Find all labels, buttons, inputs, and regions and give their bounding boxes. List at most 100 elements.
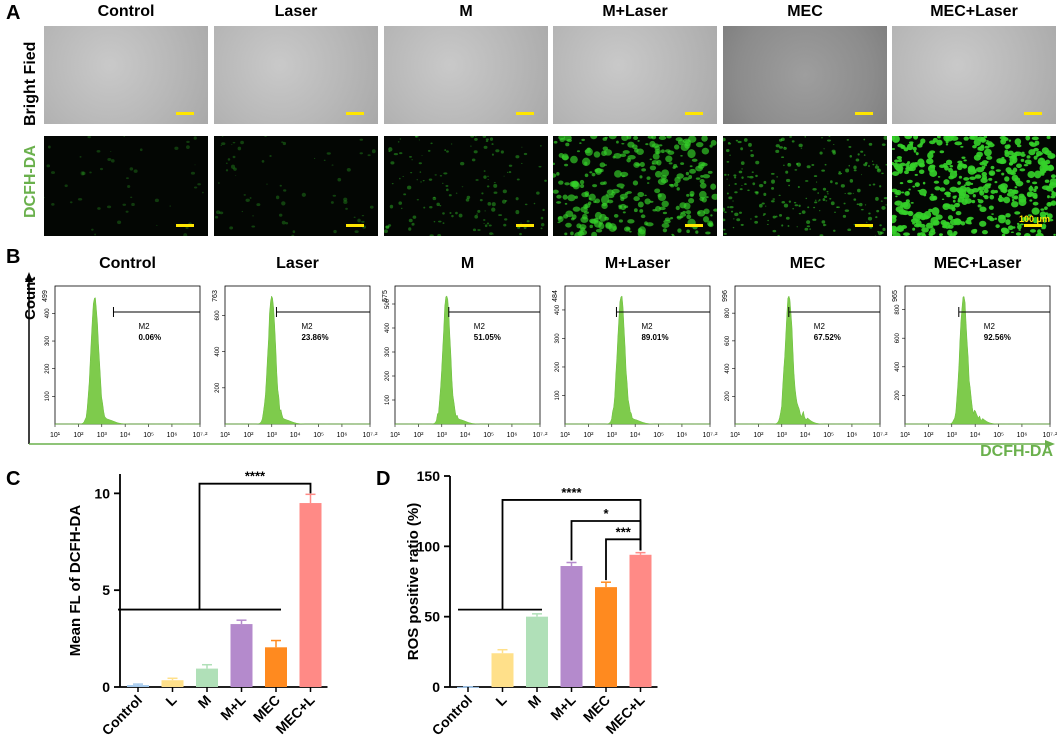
bar [265,647,287,687]
cell-dot [754,220,759,224]
cell-dot [1032,192,1038,199]
cell-dot [416,179,419,181]
y-max-label: 965 [892,290,899,302]
cell-dot [677,228,682,233]
cell-dot [1039,211,1047,218]
cell-dot [1035,232,1044,236]
cell-dot [960,145,964,148]
x-tick-label: 10⁴ [970,432,981,439]
cell-dot [627,155,636,160]
bright-field-image [553,26,717,124]
cell-dot [1031,181,1038,185]
cell-dot [919,223,926,228]
x-tick-label: L [492,691,510,709]
cell-dot [775,149,780,154]
cell-dot [291,234,295,236]
cell-dot [520,222,522,224]
y-tick-label: 200 [725,391,731,402]
y-tick-label: 50 [424,609,440,625]
cell-dot [448,194,452,197]
cell-dot [472,228,477,232]
cell-dot [767,219,769,222]
cell-dot [589,224,593,229]
significance-marker: * [603,506,609,521]
cell-dot [723,218,726,222]
cell-dot [801,210,806,214]
cell-dot [863,138,866,141]
cell-dot [515,197,519,201]
cell-dot [503,223,507,227]
cell-dot [673,144,680,150]
y-max-label: 763 [212,290,219,302]
cell-dot [131,202,135,207]
cell-dot [885,204,887,206]
cell-dot [408,156,412,158]
cell-dot [848,146,852,148]
x-tick-label: 10⁴ [290,432,301,439]
cell-dot [504,200,508,202]
x-tick-label: 10⁵ [653,432,664,439]
cell-dot [983,188,989,194]
cell-dot [1044,206,1048,210]
cell-dot [750,218,752,220]
cell-dot [961,156,966,159]
cell-dot [755,174,758,178]
cell-dot [471,158,476,162]
cell-dot [896,225,904,232]
cell-dot [577,231,585,236]
cell-dot [1034,140,1040,146]
cell-dot [895,195,898,198]
cell-dot [354,230,359,234]
cell-dot [412,215,417,219]
cell-dot [389,204,394,209]
cell-dot [385,225,390,229]
x-tick-label: 10⁷·² [703,432,719,439]
cell-dot [723,228,726,231]
cell-dot [995,224,1000,229]
cell-dot [815,181,818,183]
cell-dot [783,146,787,150]
cell-dot [856,203,860,206]
cell-dot [795,162,799,166]
cell-dot [601,150,607,157]
cell-dot [698,161,706,167]
cell-dot [817,200,820,202]
cell-dot [251,225,256,228]
cell-dot [687,149,696,159]
cell-dot [823,148,825,150]
cell-dot [646,182,650,184]
cell-dot [343,197,348,202]
cell-dot [429,234,434,236]
cell-dot [723,232,727,235]
cell-dot [459,161,465,166]
cell-dot [433,220,436,223]
cell-dot [591,172,596,177]
cell-dot [592,184,598,188]
cell-dot [402,175,405,177]
cell-dot [894,159,899,163]
cell-dot [939,150,945,154]
cell-dot [1006,192,1015,197]
cell-dot [921,215,930,220]
cell-dot [710,214,713,217]
cell-dot [943,179,950,185]
cell-dot [487,179,489,180]
cell-dot [482,219,486,221]
cell-dot [875,216,878,219]
cell-dot [245,198,250,202]
x-tick-label: 10³ [607,432,618,439]
bright-field-image [723,26,887,124]
cell-dot [777,234,780,236]
cell-dot [1005,213,1011,218]
cell-dot [947,215,953,221]
cell-dot [846,139,850,141]
cell-dot [974,174,982,179]
cell-dot [680,162,685,166]
cell-dot [1011,201,1019,208]
cell-dot [944,191,951,196]
cell-dot [523,152,528,156]
cell-dot [818,199,821,201]
cell-dot [925,222,933,229]
cell-dot [806,225,811,228]
